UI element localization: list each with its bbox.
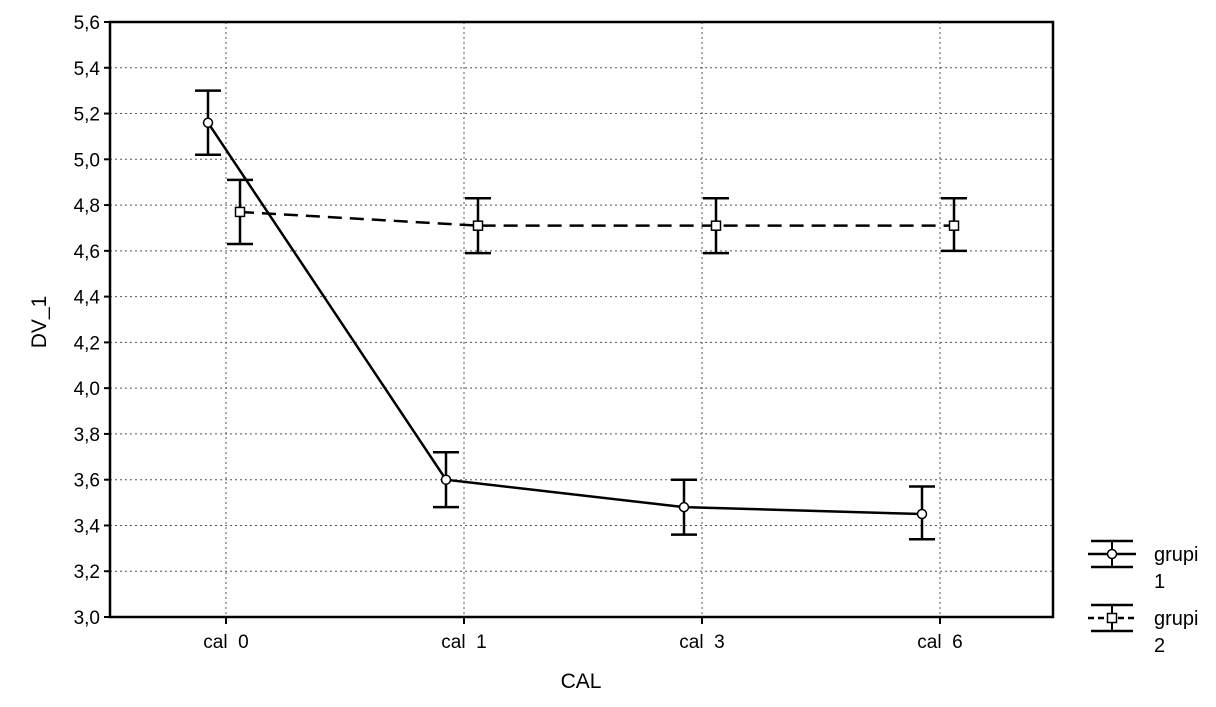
grid-lines xyxy=(110,22,1053,617)
data-point xyxy=(440,474,452,485)
legend-label: grupi xyxy=(1154,544,1198,566)
legend-swatch-marker xyxy=(1106,612,1118,624)
x-axis-ticks: cal 0 cal 1 cal 3 cal 6 xyxy=(203,617,963,653)
data-point xyxy=(710,220,722,231)
y-tick-label: 3,4 xyxy=(74,516,101,537)
data-point xyxy=(472,220,484,231)
y-tick-label: 4,0 xyxy=(74,379,100,400)
legend-item-2: grupi 2 xyxy=(1088,603,1198,657)
y-tick-label: 5,4 xyxy=(74,59,101,80)
legend-label: 2 xyxy=(1154,635,1165,657)
legend: grupi 1 grupi 2 xyxy=(1088,539,1198,657)
x-tick-label: cal 0 xyxy=(203,632,248,653)
x-axis-title: CAL xyxy=(561,670,602,693)
legend-item-1: grupi 1 xyxy=(1088,539,1198,593)
data-point xyxy=(916,508,928,520)
y-tick-label: 4,6 xyxy=(74,242,100,263)
plot-frame xyxy=(108,20,1055,619)
legend-swatch-marker xyxy=(1106,548,1118,560)
y-tick-label: 3,6 xyxy=(74,471,100,492)
y-axis-title: DV_1 xyxy=(28,296,51,349)
y-tick-label: 4,2 xyxy=(74,333,100,354)
data-point xyxy=(234,206,246,218)
legend-swatch xyxy=(1088,603,1136,633)
x-tick-label: cal 1 xyxy=(441,632,486,653)
x-tick-label: cal 3 xyxy=(679,632,724,653)
y-axis-ticks: 3,0 3,2 3,4 3,6 3,8 4,0 4,2 4,4 4,6 4,8 5,0 5,2 5,4 5… xyxy=(74,13,110,629)
data-point xyxy=(202,117,214,128)
x-tick-label: cal 6 xyxy=(917,632,962,653)
y-tick-label: 5,0 xyxy=(74,150,100,171)
y-tick-label: 5,6 xyxy=(74,13,100,34)
y-tick-label: 3,8 xyxy=(74,425,100,446)
legend-label: grupi xyxy=(1154,608,1198,630)
data-point xyxy=(678,501,690,513)
legend-swatch xyxy=(1088,539,1136,569)
y-tick-label: 5,2 xyxy=(74,105,100,126)
y-tick-label: 4,8 xyxy=(74,196,100,217)
series-line xyxy=(239,210,954,227)
y-tick-label: 3,2 xyxy=(74,562,100,583)
series-line xyxy=(206,121,923,516)
legend-label: 1 xyxy=(1154,571,1165,593)
series-layer xyxy=(195,89,967,541)
series-1 xyxy=(195,89,935,541)
data-point xyxy=(948,220,960,231)
y-tick-label: 3,0 xyxy=(74,608,100,629)
series-2 xyxy=(227,178,967,255)
y-tick-label: 4,4 xyxy=(74,288,101,309)
